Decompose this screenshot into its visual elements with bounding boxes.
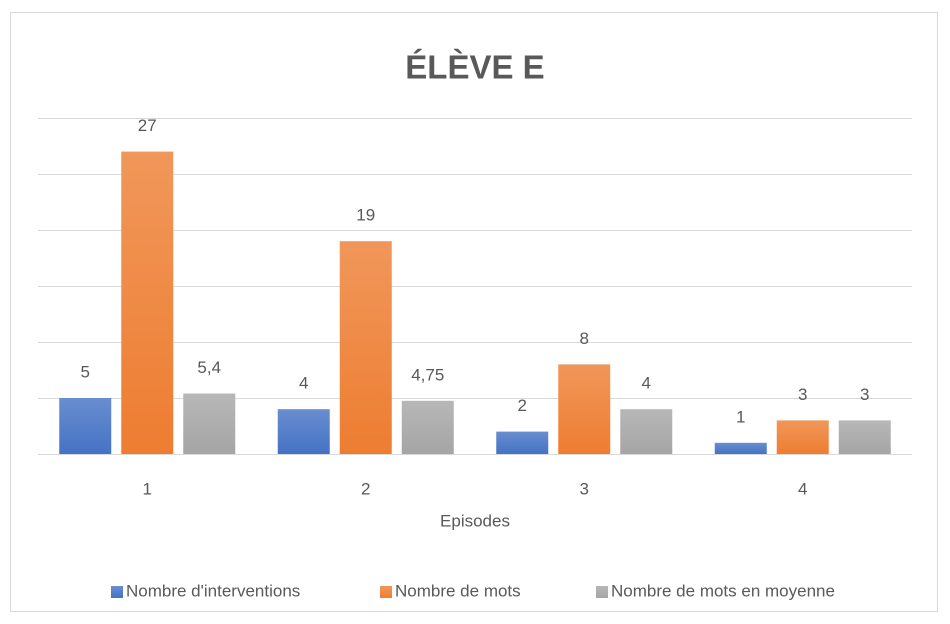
data-label: 8 [580, 329, 589, 348]
data-label: 3 [798, 385, 807, 404]
x-tick-label: 4 [798, 479, 807, 498]
bar [339, 241, 392, 454]
data-label: 3 [860, 385, 869, 404]
legend-swatch [380, 586, 392, 598]
x-axis-title: Episodes [440, 511, 510, 530]
bar [776, 420, 829, 454]
data-label: 4 [642, 374, 651, 393]
data-label: 5,4 [197, 358, 221, 377]
bar [496, 431, 549, 454]
data-label: 4 [299, 374, 308, 393]
chart-title: ÉLÈVE E [405, 49, 544, 86]
x-tick-label: 2 [361, 479, 370, 498]
data-label: 2 [518, 396, 527, 415]
legend-swatch [596, 586, 608, 598]
legend-label: Nombre de mots [395, 581, 521, 600]
x-tick-label: 1 [143, 479, 152, 498]
bar [401, 400, 454, 454]
bar [183, 393, 236, 454]
bar [277, 409, 330, 454]
bar [714, 442, 767, 454]
legend-label: Nombre d'interventions [126, 581, 300, 600]
data-label: 4,75 [411, 365, 444, 384]
bar [121, 151, 174, 454]
data-label: 19 [356, 206, 375, 225]
x-tick-label: 3 [580, 479, 589, 498]
data-label: 27 [138, 116, 157, 135]
data-label: 5 [81, 362, 90, 381]
bar [620, 409, 673, 454]
data-label: 1 [736, 407, 745, 426]
bar [59, 398, 112, 454]
legend-label: Nombre de mots en moyenne [611, 581, 835, 600]
legend-swatch [111, 586, 123, 598]
bar [838, 420, 891, 454]
bar [558, 364, 611, 454]
